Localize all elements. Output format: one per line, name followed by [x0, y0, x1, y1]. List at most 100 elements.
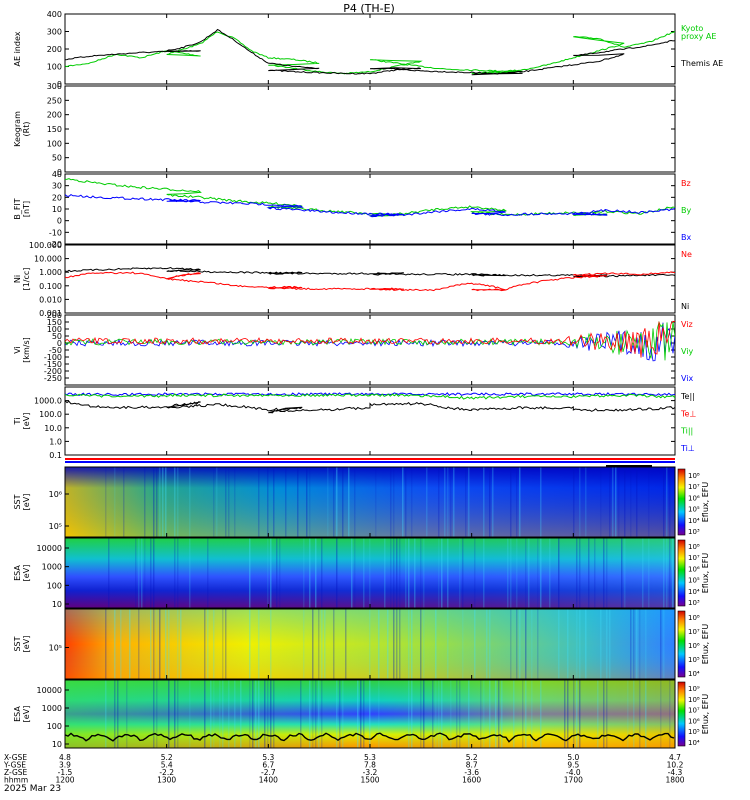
y-tick-label: 1.000	[39, 268, 62, 277]
spectrogram-stripe	[156, 609, 158, 679]
spectrogram-stripe	[420, 609, 422, 679]
spectrogram-stripe	[162, 467, 164, 537]
spectrogram-stripe	[315, 538, 317, 608]
spectrogram-stripe	[156, 467, 158, 537]
colorbar-tick-label: 10⁷	[688, 707, 700, 715]
spectrogram-stripe	[204, 680, 206, 748]
spectrogram-stripe	[309, 538, 311, 608]
spectrogram-stripe	[144, 467, 146, 537]
spectrogram-stripe	[537, 609, 539, 679]
spectrogram-stripe	[510, 538, 512, 608]
spectrogram-stripe	[660, 609, 662, 679]
spectrogram-stripe	[441, 538, 443, 608]
spectrogram-stripe	[642, 538, 644, 608]
spectrogram-stripe	[177, 609, 179, 679]
spectrogram-stripe	[222, 609, 224, 679]
colorbar-scale	[677, 681, 686, 747]
spectrogram-stripe	[600, 609, 602, 679]
spectrogram-stripe	[117, 680, 119, 748]
ephemeris-value: 6.7	[262, 761, 274, 770]
spectrogram-stripe	[465, 467, 467, 537]
spectrogram-stripe	[567, 609, 569, 679]
spectrogram-stripe	[558, 609, 560, 679]
spectrogram-stripe	[318, 609, 320, 679]
spectrogram-stripe	[270, 680, 272, 748]
y-tick-label: 10	[52, 740, 62, 749]
spectrogram-stripe	[252, 680, 254, 748]
y-axis-unit: [eV]	[22, 706, 31, 723]
spectrogram-stripe	[564, 680, 566, 748]
y-tick-label: 1000	[42, 563, 62, 572]
spectrogram-stripe	[408, 538, 410, 608]
spectrogram-stripe	[447, 538, 449, 608]
spectrogram-stripe	[537, 538, 539, 608]
spectrogram-stripe	[342, 467, 344, 537]
spectrogram-stripe	[213, 609, 215, 679]
spectrogram-stripe	[387, 609, 389, 679]
colorbar-tick-label: 10⁸	[688, 614, 700, 622]
spectrogram-stripe	[189, 467, 191, 537]
series-line-themis-ae	[65, 28, 675, 76]
spectrogram-stripe	[438, 680, 440, 748]
spectrogram-esa-elec: 10000 1000 100 10 ESA [eV] 10⁹ 10⁸ 10⁷ 10⁶ 10⁵ 10⁴E…	[13, 679, 710, 749]
spectrogram-stripe	[405, 467, 407, 537]
spectrogram-stripe	[333, 609, 335, 679]
colorbar-tick-label: 10⁸	[688, 543, 700, 551]
y-tick-label: 0.010	[39, 295, 62, 304]
spectrogram-stripe	[369, 538, 371, 608]
ephemeris-value: 3.9	[59, 761, 71, 770]
ephemeris-label: Y-GSE	[3, 761, 26, 770]
y-tick-label: 300	[47, 82, 62, 91]
y-tick-label: 300	[47, 28, 62, 37]
chart-title: P4 (TH-E)	[343, 2, 395, 15]
y-axis-unit: [nT]	[22, 201, 31, 217]
date-label: 2025 Mar 23	[4, 784, 61, 794]
spectrogram-stripe	[645, 680, 647, 748]
spectrogram-stripe	[609, 609, 611, 679]
spectrogram-overlay	[65, 538, 675, 608]
spectrogram-stripe	[606, 680, 608, 748]
y-tick-label: 0	[57, 168, 62, 177]
spectrogram-stripe	[156, 680, 158, 748]
spectrogram-stripe	[489, 680, 491, 748]
colorbar-tick-label: 10⁵	[688, 728, 700, 736]
spectrogram-stripe	[207, 609, 209, 679]
spectrogram-stripe	[666, 467, 668, 537]
y-tick-label: -150	[44, 360, 62, 369]
spectrogram-stripe	[516, 609, 518, 679]
spectrogram-stripe	[462, 538, 464, 608]
legend-entry: Themis AE	[680, 59, 723, 68]
ephemeris-label: Z-GSE	[4, 768, 28, 777]
colorbar-tick-label: 10⁶	[688, 565, 700, 573]
spectrogram-stripe	[324, 609, 326, 679]
spectrogram-stripe	[234, 680, 236, 748]
spectrogram-stripe	[309, 467, 311, 537]
spectrogram-stripe	[129, 609, 131, 679]
ephemeris-value: 7.8	[364, 761, 376, 770]
spectrogram-stripe	[336, 538, 338, 608]
colorbar-scale	[677, 610, 686, 678]
ephemeris-value: -1.5	[58, 768, 73, 777]
spectrogram-stripe	[450, 467, 452, 537]
spectrogram-stripe	[630, 609, 632, 679]
spectrogram-overlay	[65, 467, 675, 537]
y-axis-label: Ni	[13, 275, 22, 283]
spectrogram-stripe	[207, 538, 209, 608]
spectrogram-stripe	[270, 609, 272, 679]
spectrogram-stripe	[456, 680, 458, 748]
spectrogram-stripe	[420, 538, 422, 608]
spectrogram-stripe	[585, 609, 587, 679]
ephemeris-value: 1400	[259, 776, 278, 785]
y-tick-label: 200	[47, 45, 62, 54]
spectrogram-stripe	[249, 680, 251, 748]
spectrogram-stripe	[423, 538, 425, 608]
spectrogram-stripe	[177, 538, 179, 608]
ephemeris-value: 1200	[55, 776, 74, 785]
y-tick-label: 1.0	[49, 437, 62, 446]
legend-entry: Ne	[681, 250, 692, 259]
spectrogram-stripe	[135, 538, 137, 608]
spectrogram-stripe	[411, 467, 413, 537]
y-tick-label: -20	[49, 240, 62, 249]
spectrogram-stripe	[669, 680, 671, 748]
